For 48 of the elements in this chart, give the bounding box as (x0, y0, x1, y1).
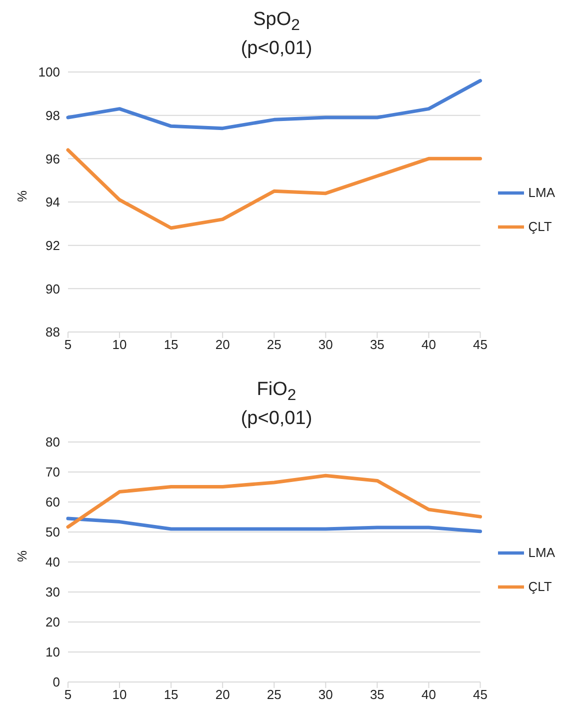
chart-title: SpO$_{2}$ (252, 8, 301, 36)
x-tick-label: 40 (422, 686, 436, 702)
line-series (66, 148, 482, 230)
y-tick-label: 60 (46, 494, 60, 510)
x-tick-label: 10 (112, 686, 127, 702)
x-tick-label: 25 (266, 337, 282, 352)
x-tick-label: 35 (370, 686, 384, 702)
chart-subtitle: (p<0,01) (240, 36, 314, 60)
x-tick-label: 5 (64, 686, 72, 702)
y-tick-label: 40 (46, 554, 60, 570)
y-tick-label: 80 (46, 434, 60, 450)
y-axis-title: % (14, 190, 30, 202)
chart-subtitle: (p<0,01) (240, 406, 314, 430)
x-tick-label: 15 (164, 686, 178, 702)
x-tick-label: 40 (422, 337, 436, 352)
y-tick-label: 94 (46, 194, 60, 210)
y-tick-label: 20 (46, 614, 60, 630)
legend-label: ÇLT (528, 578, 552, 594)
legend-label: LMA (528, 184, 555, 200)
y-tick-label: 30 (46, 584, 60, 600)
y-tick-label: 10 (46, 644, 60, 660)
legend-label: ÇLT (528, 218, 552, 234)
y-tick-label: 70 (46, 464, 60, 480)
x-tick-label: 30 (318, 337, 333, 352)
x-tick-label: 5 (64, 337, 72, 352)
y-tick-label: 88 (46, 324, 60, 340)
y-tick-label: 50 (46, 524, 60, 540)
line-series (66, 78, 482, 130)
x-tick-label: 20 (215, 686, 230, 702)
chart-title: FiO$_{2}$ (256, 378, 298, 406)
x-tick-label: 25 (266, 686, 282, 702)
line-series (66, 473, 482, 528)
x-tick-label: 45 (473, 337, 488, 352)
x-tick-label: 15 (164, 337, 178, 352)
x-tick-label: 20 (215, 337, 230, 352)
legend-label: LMA (528, 544, 555, 560)
y-tick-label: 90 (46, 281, 60, 296)
y-tick-label: 0 (52, 674, 60, 690)
x-tick-label: 35 (370, 337, 384, 352)
y-tick-label: 96 (46, 151, 60, 166)
x-tick-label: 30 (318, 686, 333, 702)
y-axis-title: % (14, 550, 30, 562)
x-tick-label: 10 (112, 337, 127, 352)
line-series (66, 516, 482, 533)
y-tick-label: 100 (38, 64, 60, 80)
y-tick-label: 92 (46, 238, 60, 253)
y-tick-label: 98 (46, 108, 60, 123)
x-tick-label: 45 (473, 686, 488, 702)
